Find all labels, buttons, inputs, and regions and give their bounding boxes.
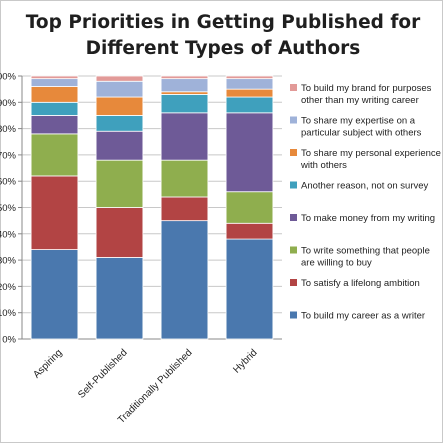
- bar-segment: [160, 75, 209, 80]
- bar-segment: [30, 78, 79, 87]
- bar-segment: [225, 191, 274, 224]
- bar-segment: [30, 133, 79, 177]
- y-tick-label: 30%: [0, 256, 17, 267]
- y-tick-label: 20%: [0, 282, 17, 293]
- bar-segment: [30, 115, 79, 135]
- bar-segment: [30, 86, 79, 103]
- chart-title-line-2: Different Types of Authors: [85, 38, 361, 59]
- legend-swatch: [290, 149, 297, 156]
- legend-label: To share my expertise on a particular sub…: [301, 116, 422, 139]
- bar-segment: [160, 220, 209, 340]
- legend-label: To satisfy a lifelong ambition: [301, 278, 420, 289]
- bar-segment: [225, 238, 274, 340]
- y-tick-label: 90%: [0, 98, 17, 109]
- bar-segment: [95, 130, 144, 161]
- legend-swatch: [290, 84, 297, 91]
- legend-label: To write something that people are willin…: [301, 246, 430, 269]
- legend-swatch: [290, 181, 297, 189]
- bar-segment: [95, 115, 144, 132]
- x-category-label: Traditionally Published: [116, 347, 195, 426]
- legend-swatch: [290, 116, 297, 124]
- bar-segment: [95, 75, 144, 82]
- x-category-label: Self-Published: [76, 347, 129, 400]
- bar-segment: [30, 75, 79, 80]
- bar-segment: [225, 78, 274, 90]
- y-tick-label: 40%: [0, 229, 17, 240]
- bar-segment: [160, 94, 209, 114]
- bar-segment: [95, 207, 144, 258]
- legend-label: To build my career as a writer: [301, 311, 425, 322]
- y-tick-label: 80%: [0, 124, 17, 135]
- legend-label: To build my brand for purposes other than…: [301, 83, 432, 106]
- bar-segment: [160, 112, 209, 161]
- bar-segment: [225, 88, 274, 98]
- y-tick-label: 0%: [2, 335, 16, 346]
- bar-segment: [225, 222, 274, 240]
- legend-label: To make money from my writing: [301, 213, 435, 224]
- x-category-label: Hybrid: [231, 347, 259, 375]
- y-tick-label: 10%: [0, 308, 17, 319]
- x-category-label: Aspiring: [31, 347, 64, 380]
- bar-segment: [95, 80, 144, 98]
- legend-swatch: [290, 279, 297, 286]
- bar-segment: [30, 175, 79, 250]
- bar-segment: [160, 196, 209, 222]
- legend-swatch: [290, 214, 297, 221]
- bar-segment: [160, 78, 209, 93]
- bar-segment: [30, 249, 79, 340]
- y-tick-label: 70%: [0, 150, 17, 161]
- bar-segment: [225, 75, 274, 80]
- legend-swatch: [290, 311, 297, 319]
- bar-segment: [160, 159, 209, 198]
- y-tick-label: 100%: [0, 72, 17, 83]
- bar-segment: [30, 101, 79, 116]
- legend-label: Another reason, not on survey: [301, 181, 429, 192]
- bar-segment: [95, 257, 144, 340]
- legend-swatch: [290, 246, 297, 254]
- y-tick-label: 50%: [0, 203, 17, 214]
- bar-segment: [95, 96, 144, 116]
- bar-segment: [225, 112, 274, 193]
- chart-title: Top Priorities in Getting Published for …: [18, 10, 428, 62]
- legend-label: To share my personal experience with othe…: [300, 148, 441, 171]
- y-tick-label: 60%: [0, 177, 17, 188]
- chart-title-line-1: Top Priorities in Getting Published for: [25, 12, 421, 33]
- bar-segment: [225, 96, 274, 114]
- bar-segment: [95, 159, 144, 208]
